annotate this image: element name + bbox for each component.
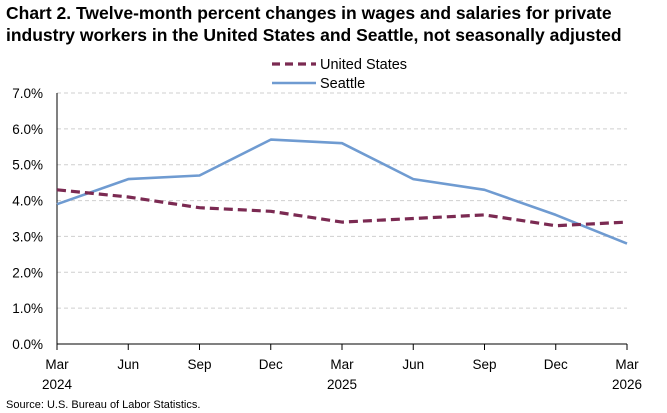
chart-title-line-2: industry workers in the United States an… — [6, 25, 622, 45]
legend-label-united-states: United States — [320, 57, 407, 73]
x-tick-year-4: 2025 — [327, 377, 357, 392]
series-layer — [56, 138, 628, 245]
x-tick-label-3: Dec — [259, 357, 283, 372]
x-tick-label-8: Mar — [615, 357, 639, 372]
y-tick-label-0: 0.0% — [12, 337, 43, 352]
legend: United States Seattle — [272, 57, 407, 92]
x-tick-label-5: Jun — [402, 357, 424, 372]
legend-label-seattle: Seattle — [320, 76, 365, 92]
x-tick-label-1: Jun — [117, 357, 139, 372]
y-tick-label-5: 5.0% — [12, 158, 43, 173]
y-tick-label-4: 4.0% — [12, 194, 43, 209]
source-note: Source: U.S. Bureau of Labor Statistics. — [6, 399, 201, 411]
y-tick-label-3: 3.0% — [12, 229, 43, 244]
x-tick-label-2: Sep — [187, 357, 211, 372]
series-line-united-states — [56, 188, 628, 228]
y-tick-label-7: 7.0% — [12, 86, 43, 101]
x-tick-year-8: 2026 — [612, 377, 642, 392]
x-tick-label-7: Dec — [544, 357, 568, 372]
x-tick-year-0: 2024 — [42, 377, 73, 392]
x-tick-label-0: Mar — [45, 357, 69, 372]
chart-title: Chart 2. Twelve-month percent changes in… — [6, 2, 661, 46]
y-tick-label-1: 1.0% — [12, 301, 43, 316]
chart-title-line-1: Chart 2. Twelve-month percent changes in… — [6, 3, 612, 23]
x-tick-label-6: Sep — [472, 357, 496, 372]
x-axis-ticks: Mar 2024 Jun Sep Dec Mar 2025 Jun Sep Dec Mar 2026 — [42, 344, 642, 392]
series-line-seattle — [56, 138, 628, 245]
axes — [56, 93, 627, 345]
x-tick-label-4: Mar — [330, 357, 354, 372]
y-tick-label-6: 6.0% — [12, 122, 43, 137]
y-axis-ticks: 0.0% 1.0% 2.0% 3.0% 4.0% 5.0% 6.0% 7.0% — [12, 86, 43, 352]
gridlines — [57, 92, 627, 309]
y-tick-label-2: 2.0% — [12, 265, 43, 280]
